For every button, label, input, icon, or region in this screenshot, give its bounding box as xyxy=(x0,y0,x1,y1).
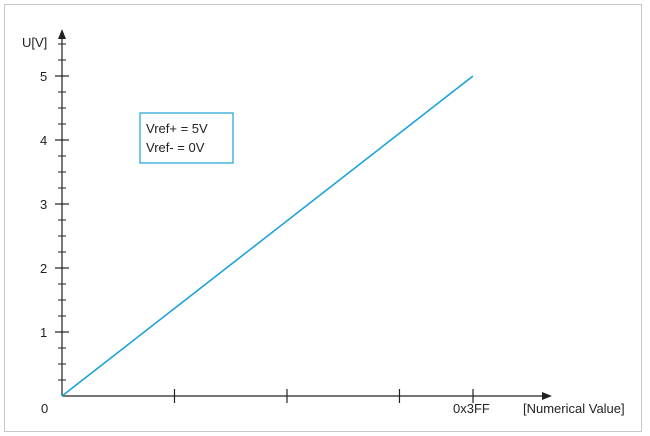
axes xyxy=(58,29,552,400)
y-tick-label: 4 xyxy=(40,133,47,148)
x-origin-label: 0 xyxy=(41,401,48,416)
y-axis-title: U[V] xyxy=(22,35,47,50)
tick-labels: 1 2 3 4 5 xyxy=(40,69,47,340)
y-axis-arrow xyxy=(58,29,66,39)
y-tick-label: 2 xyxy=(40,261,47,276)
annotation-box: Vref+ = 5V Vref- = 0V xyxy=(139,112,234,164)
x-tick-label-max: 0x3FF xyxy=(453,401,490,416)
y-tick-label: 1 xyxy=(40,325,47,340)
series-group xyxy=(61,75,474,397)
x-axis-arrow xyxy=(542,392,552,400)
x-axis-title: [Numerical Value] xyxy=(523,401,625,416)
annotation-line-vref-minus: Vref- = 0V xyxy=(146,140,205,155)
tick-marks xyxy=(55,43,474,403)
series-line xyxy=(61,75,474,397)
chart-frame xyxy=(4,4,642,432)
y-tick-label: 5 xyxy=(40,69,47,84)
annotation-line-vref-plus: Vref+ = 5V xyxy=(146,121,208,136)
y-tick-label: 3 xyxy=(40,197,47,212)
